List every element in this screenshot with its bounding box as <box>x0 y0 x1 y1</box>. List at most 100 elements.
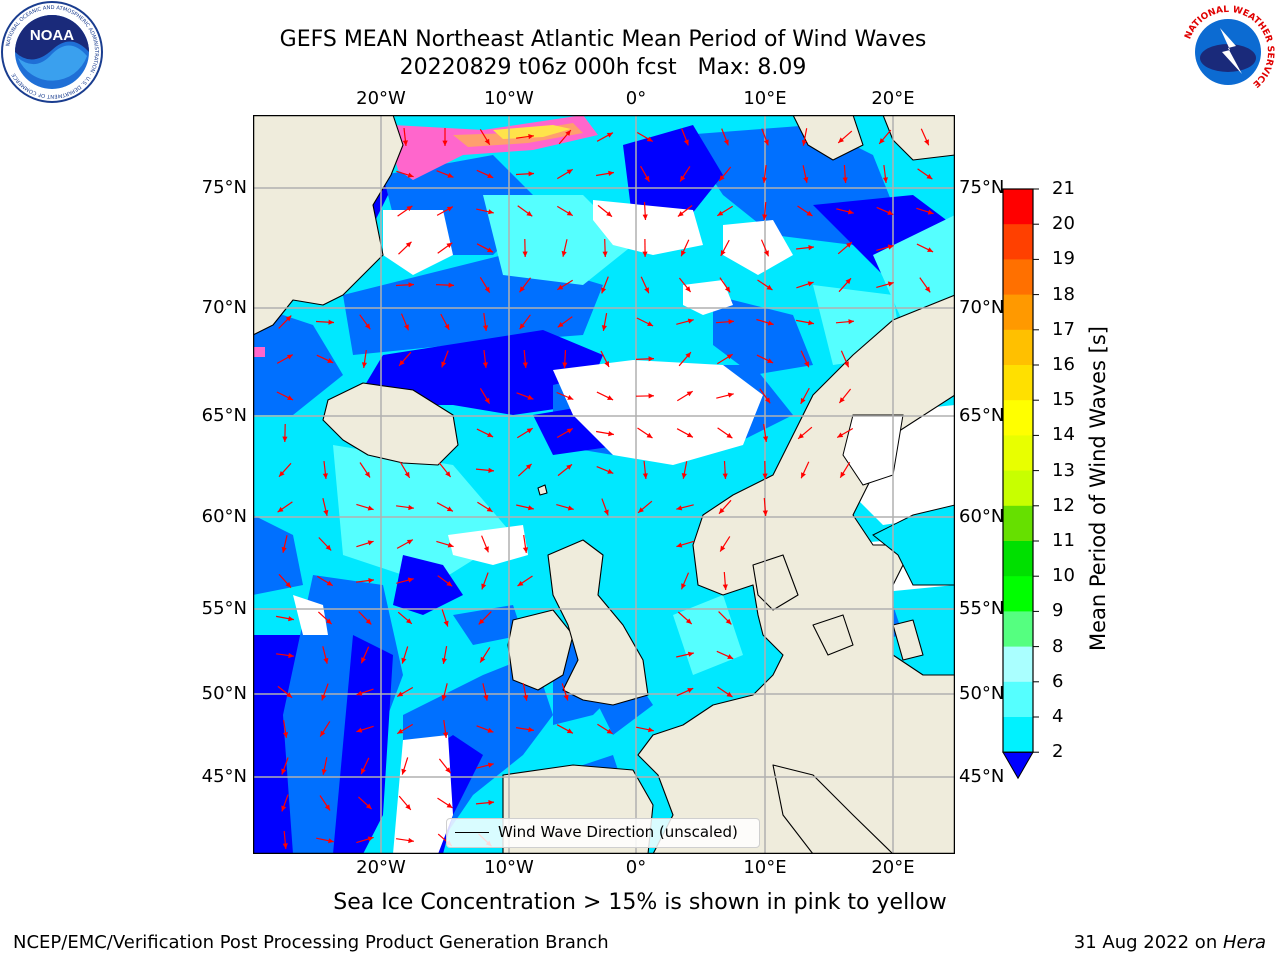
wave-direction-arrow <box>397 205 413 217</box>
wave-direction-arrow <box>276 354 294 364</box>
wave-direction-arrow <box>515 171 535 177</box>
wave-direction-arrow <box>756 354 774 364</box>
lat-label-right: 75°N <box>959 177 1005 198</box>
lat-label-right: 65°N <box>959 405 1005 426</box>
colorbar-segment <box>1003 189 1033 225</box>
map-legend: Wind Wave Direction (unscaled) <box>446 818 760 848</box>
wave-direction-arrow <box>522 535 529 553</box>
lon-label-bottom: 20°E <box>871 857 915 878</box>
wave-direction-arrow <box>438 462 452 478</box>
lat-label-right: 45°N <box>959 766 1005 787</box>
colorbar-tick-label: 14 <box>1052 424 1075 446</box>
wave-direction-arrow <box>677 611 693 625</box>
wave-direction-arrow <box>319 721 331 737</box>
wave-direction-arrow <box>321 683 329 701</box>
wave-direction-arrow <box>283 720 289 738</box>
wave-direction-arrow <box>277 501 293 513</box>
wave-direction-arrow <box>398 795 412 811</box>
chart-title-line1: GEFS MEAN Northeast Atlantic Mean Period… <box>279 27 927 52</box>
wave-direction-arrow <box>516 392 534 400</box>
wave-direction-arrow <box>522 238 528 258</box>
wave-direction-arrow <box>596 391 614 401</box>
footer-date-text: 31 Aug 2022 on <box>1073 932 1223 953</box>
wave-direction-arrow <box>481 535 489 553</box>
colorbar-segment <box>1003 435 1033 472</box>
wave-direction-arrow <box>597 723 613 735</box>
lat-label-right: 55°N <box>959 598 1005 619</box>
noaa-logo-text: NOAA <box>30 27 74 44</box>
wave-direction-arrow <box>676 504 694 511</box>
lon-label-top: 10°W <box>484 88 534 109</box>
wave-direction-arrow <box>399 461 411 479</box>
wave-direction-arrow <box>762 460 768 480</box>
wave-direction-arrow <box>316 575 334 587</box>
colorbar-segment <box>1003 611 1033 648</box>
wave-direction-arrow <box>876 281 894 288</box>
wave-direction-arrow <box>479 128 491 146</box>
colorbar-segment <box>1003 365 1033 401</box>
colorbar-tick-label: 17 <box>1052 318 1075 340</box>
wave-direction-arrow <box>477 501 493 513</box>
wave-direction-arrow <box>642 238 648 258</box>
wave-direction-arrow <box>556 205 574 217</box>
wave-direction-arrow <box>601 312 608 332</box>
wave-direction-arrow <box>556 168 574 180</box>
wave-direction-arrow <box>716 392 734 399</box>
wave-direction-arrow <box>359 314 371 330</box>
wave-direction-arrow <box>482 683 489 701</box>
wave-direction-arrow <box>678 277 692 293</box>
wave-direction-arrow <box>716 353 734 365</box>
wave-direction-arrow <box>476 428 494 438</box>
wave-direction-arrow <box>762 165 768 183</box>
wave-direction-arrow <box>718 611 732 625</box>
wave-direction-arrow <box>441 683 448 701</box>
wave-direction-arrow <box>278 573 292 589</box>
wave-direction-arrow <box>876 244 894 251</box>
wave-direction-arrow <box>919 277 931 293</box>
colorbar-tick-label: 15 <box>1052 389 1075 411</box>
wave-direction-arrow <box>436 206 454 216</box>
wave-direction-arrow <box>476 243 494 253</box>
wave-direction-arrow <box>436 170 454 178</box>
colorbar-tick-label: 19 <box>1052 248 1075 270</box>
wave-direction-arrow <box>596 132 614 142</box>
colorbar-tick-label: 2 <box>1052 741 1064 763</box>
wave-direction-arrow <box>636 131 654 143</box>
wave-direction-arrow <box>396 504 414 511</box>
wave-direction-arrow <box>718 499 732 515</box>
wave-direction-arrow <box>916 207 934 215</box>
colorbar-extend-arrow <box>1002 751 1034 780</box>
wave-direction-arrow <box>556 724 574 734</box>
wave-direction-arrow <box>479 387 491 405</box>
wave-direction-arrow <box>278 315 292 329</box>
wave-direction-arrow <box>396 539 414 549</box>
colorbar-tick-label: 8 <box>1052 635 1064 657</box>
wave-direction-arrow <box>720 239 730 257</box>
wave-direction-arrow <box>842 164 848 184</box>
wave-direction-arrow <box>637 427 653 439</box>
wave-direction-arrow <box>836 208 854 215</box>
wave-direction-arrow <box>676 390 694 402</box>
wave-direction-arrow <box>478 611 492 625</box>
colorbar-segment <box>1003 400 1033 436</box>
wave-direction-arrow <box>556 391 574 401</box>
lon-label-top: 10°E <box>743 88 787 109</box>
wave-direction-arrow <box>797 426 813 440</box>
wave-direction-arrow <box>319 795 331 811</box>
wave-direction-arrow <box>836 427 854 439</box>
wave-direction-arrow <box>556 427 574 439</box>
colorbar-tick-label: 11 <box>1052 530 1075 551</box>
colorbar-segment <box>1003 259 1033 296</box>
wave-direction-arrow <box>561 683 569 701</box>
wave-direction-arrow <box>396 686 414 698</box>
wave-direction-arrow <box>281 757 289 775</box>
wave-direction-arrow <box>802 165 809 183</box>
wave-direction-arrow <box>800 461 810 479</box>
wave-direction-arrow <box>716 650 734 660</box>
wave-direction-arrow <box>276 391 294 401</box>
wave-direction-arrow <box>318 537 332 551</box>
wave-direction-arrow <box>441 609 449 627</box>
wave-direction-arrow <box>715 319 735 325</box>
nws-logo: NATIONAL WEATHER SERVICE <box>1180 4 1276 100</box>
wave-direction-arrow <box>522 349 528 369</box>
